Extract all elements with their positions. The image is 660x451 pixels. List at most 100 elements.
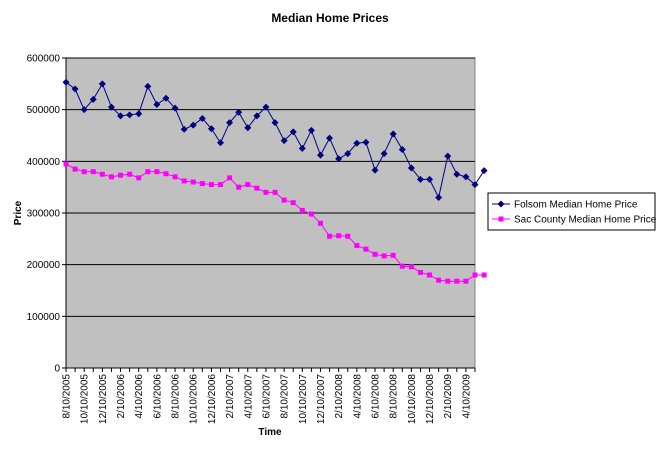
marker <box>136 175 142 181</box>
marker <box>398 145 406 153</box>
x-tick-label: 8/10/2006 <box>171 374 182 419</box>
marker <box>253 112 261 120</box>
marker <box>62 78 70 86</box>
y-tick-label: 600000 <box>27 54 61 65</box>
marker <box>126 111 134 119</box>
marker <box>335 155 343 163</box>
marker <box>63 161 69 167</box>
legend-label: Folsom Median Home Price <box>514 200 638 211</box>
y-tick-label: 100000 <box>27 312 61 323</box>
marker <box>171 104 179 112</box>
x-tick-label: 2/10/2006 <box>116 374 127 419</box>
marker <box>199 181 205 187</box>
marker <box>399 263 405 269</box>
marker <box>453 170 461 178</box>
marker <box>353 139 361 147</box>
y-tick-label: 0 <box>54 364 60 375</box>
chart-title: Median Home Prices <box>271 11 389 25</box>
x-tick-label: 10/10/2006 <box>189 374 200 424</box>
legend-label: Sac County Median Home Price <box>514 215 657 226</box>
marker <box>381 253 387 259</box>
marker <box>118 172 124 178</box>
marker <box>72 166 78 172</box>
marker <box>99 171 105 177</box>
y-tick-label: 200000 <box>27 260 61 271</box>
marker <box>145 169 151 175</box>
x-tick-label: 12/10/2006 <box>207 374 218 424</box>
marker <box>90 169 96 175</box>
marker <box>390 252 396 258</box>
marker <box>181 178 187 184</box>
marker <box>471 181 479 189</box>
x-tick-label: 8/10/2005 <box>62 374 73 419</box>
marker <box>81 169 87 175</box>
x-tick-label: 6/10/2007 <box>261 374 272 419</box>
marker <box>498 216 504 222</box>
marker <box>227 175 233 181</box>
marker <box>226 119 234 127</box>
marker <box>290 200 296 206</box>
marker <box>435 194 443 201</box>
marker <box>271 119 279 127</box>
marker <box>445 278 451 284</box>
marker <box>289 128 297 136</box>
x-tick-label: 8/10/2008 <box>389 374 400 419</box>
marker <box>108 174 114 180</box>
marker <box>408 264 414 270</box>
x-tick-label: 2/10/2007 <box>225 374 236 419</box>
marker <box>426 175 434 183</box>
marker <box>363 246 369 252</box>
x-tick-label: 8/10/2007 <box>280 374 291 419</box>
y-tick-label: 400000 <box>27 157 61 168</box>
marker <box>344 150 352 158</box>
marker <box>198 114 206 122</box>
marker <box>272 189 278 195</box>
marker <box>436 277 442 283</box>
marker <box>127 171 133 177</box>
x-tick-label: 12/10/2007 <box>316 374 327 424</box>
marker <box>218 182 224 188</box>
x-tick-label: 4/10/2009 <box>461 374 472 419</box>
marker <box>389 130 397 138</box>
marker <box>244 124 252 132</box>
marker <box>407 164 415 172</box>
x-tick-label: 10/10/2008 <box>407 374 418 424</box>
marker <box>299 207 305 213</box>
marker <box>462 173 470 181</box>
x-tick-label: 4/10/2008 <box>352 374 363 419</box>
marker <box>417 269 423 275</box>
marker <box>217 139 225 147</box>
x-tick-label: 12/10/2008 <box>425 374 436 424</box>
marker <box>263 189 269 195</box>
marker <box>262 103 270 111</box>
marker <box>144 82 152 90</box>
marker <box>235 108 243 116</box>
y-axis-title: Price <box>13 200 24 225</box>
legend <box>487 192 656 231</box>
marker <box>180 125 188 133</box>
marker <box>236 184 242 190</box>
y-tick-label: 300000 <box>27 209 61 220</box>
x-tick-label: 4/10/2006 <box>134 374 145 419</box>
marker <box>336 233 342 239</box>
marker <box>208 182 214 188</box>
x-tick-label: 2/10/2009 <box>443 374 454 419</box>
marker <box>163 171 169 177</box>
marker <box>308 211 314 217</box>
marker <box>497 200 505 208</box>
marker <box>98 80 106 88</box>
marker <box>317 220 323 226</box>
x-tick-label: 10/10/2007 <box>298 374 309 424</box>
marker <box>316 151 324 159</box>
marker <box>327 233 333 239</box>
x-tick-label: 4/10/2007 <box>243 374 254 419</box>
marker <box>380 150 388 158</box>
marker <box>154 169 160 175</box>
marker <box>481 272 487 278</box>
marker <box>307 126 315 134</box>
marker <box>71 85 79 93</box>
marker <box>135 110 143 118</box>
marker <box>480 167 488 175</box>
marker <box>444 152 452 160</box>
